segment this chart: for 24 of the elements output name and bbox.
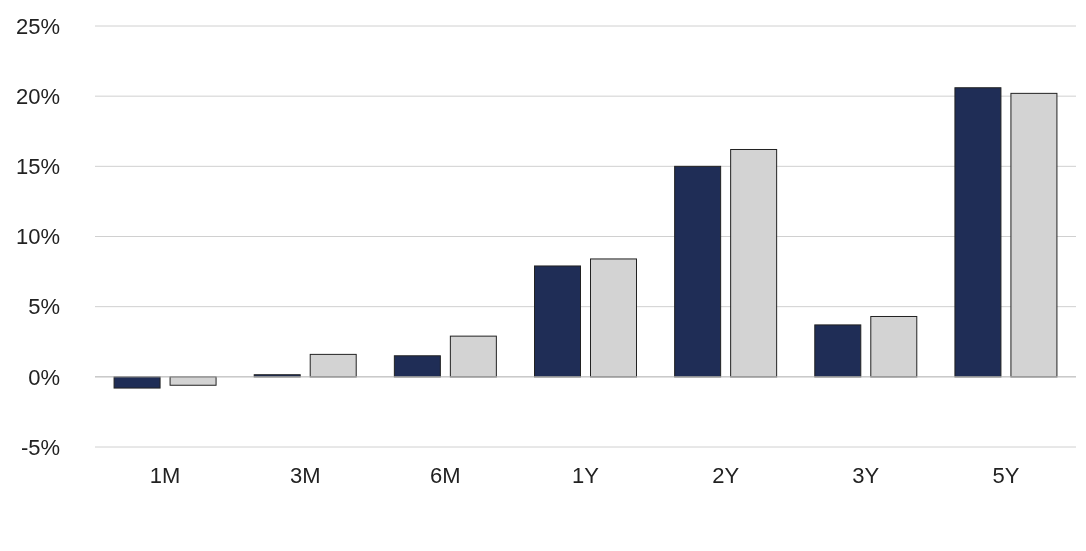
y-tick-label: -5% xyxy=(20,434,60,460)
x-tick-label: 5Y xyxy=(992,463,1020,488)
bar xyxy=(309,353,357,378)
bar xyxy=(393,355,441,378)
y-tick-label: 0% xyxy=(28,364,60,390)
x-tick-label: 6M xyxy=(430,463,461,488)
x-tick-label: 1Y xyxy=(572,463,600,488)
x-tick-label: 1M xyxy=(149,463,181,488)
bar xyxy=(169,376,217,386)
bar xyxy=(113,376,161,389)
y-tick-label: 5% xyxy=(28,294,60,320)
y-tick-label: 15% xyxy=(15,154,60,180)
bar xyxy=(674,165,722,378)
bar xyxy=(449,335,497,378)
bar xyxy=(534,265,581,378)
x-tick-label: 3Y xyxy=(852,463,880,488)
x-tick-label: 3M xyxy=(289,463,321,488)
y-tick-label: 25% xyxy=(15,13,60,39)
y-tick-label: 10% xyxy=(15,224,60,250)
bar xyxy=(870,315,918,378)
y-tick-label: 20% xyxy=(15,83,60,109)
x-tick-label: 2Y xyxy=(712,463,740,488)
bar xyxy=(814,324,862,378)
bar xyxy=(954,87,1002,378)
